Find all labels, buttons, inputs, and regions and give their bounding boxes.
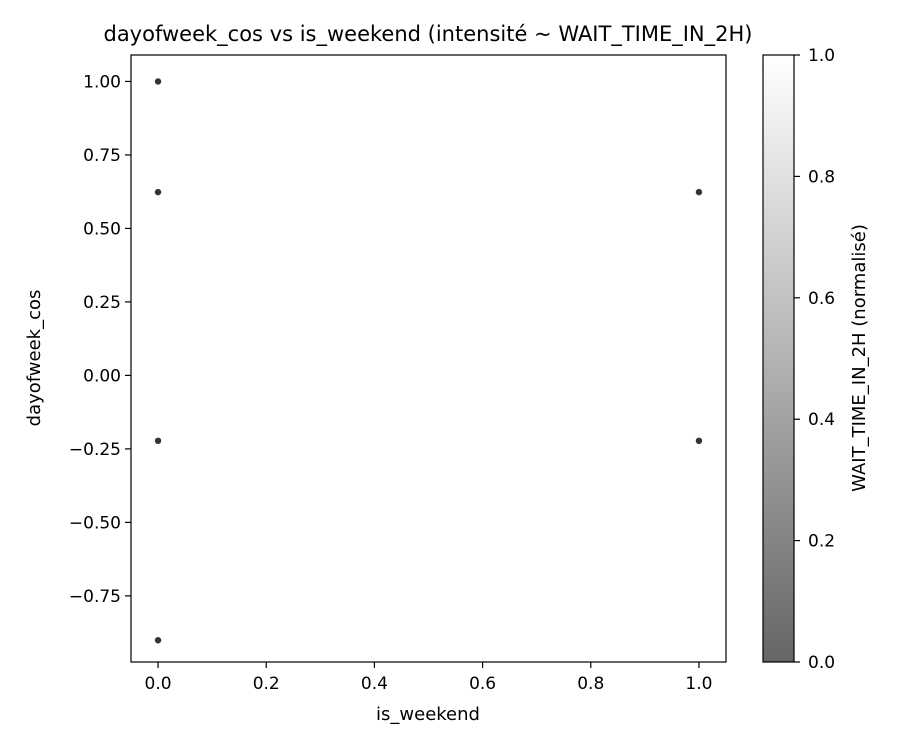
- scatter-point: [695, 437, 703, 445]
- y-tick-label: 0.25: [83, 293, 121, 313]
- x-tick-label: 0.2: [253, 674, 280, 694]
- scatter-point: [154, 188, 162, 196]
- colorbar-tick-label: 0.0: [808, 653, 835, 673]
- colorbar-label: WAIT_TIME_IN_2H (normalisé): [849, 224, 870, 492]
- y-tick-label: 0.75: [83, 146, 121, 166]
- colorbar-tick-label: 1.0: [808, 46, 835, 66]
- colorbar-axis: 0.0 0.2 0.4 0.6 0.8 1.0: [794, 46, 835, 673]
- x-axis-label: is_weekend: [376, 704, 480, 725]
- colorbar-tick-label: 0.8: [808, 167, 835, 187]
- colorbar: [762, 54, 795, 663]
- colorbar-tick-label: 0.4: [808, 410, 835, 430]
- x-tick-label: 0.6: [469, 674, 496, 694]
- chart-title: dayofweek_cos vs is_weekend (intensité ~…: [103, 22, 752, 47]
- x-tick-label: 0.8: [577, 674, 604, 694]
- y-axis: 1.00 0.75 0.50 0.25 0.00 −0.25 −0.50 −0.75: [69, 72, 131, 607]
- scatter-points: [154, 78, 703, 644]
- colorbar-tick-label: 0.2: [808, 532, 835, 552]
- x-axis: 0.0 0.2 0.4 0.6 0.8 1.0: [145, 662, 712, 694]
- y-axis-label: dayofweek_cos: [24, 290, 45, 427]
- x-tick-label: 1.0: [685, 674, 712, 694]
- y-tick-label: 0.50: [83, 219, 121, 239]
- x-tick-label: 0.4: [361, 674, 388, 694]
- y-tick-label: −0.25: [69, 440, 121, 460]
- scatter-point: [154, 78, 162, 85]
- y-tick-label: 0.00: [83, 366, 121, 386]
- scatter-point: [695, 188, 703, 196]
- y-tick-label: −0.75: [69, 587, 121, 607]
- scatter-point: [154, 637, 162, 644]
- y-tick-label: 1.00: [83, 72, 121, 92]
- x-tick-label: 0.0: [145, 674, 172, 694]
- colorbar-tick-label: 0.6: [808, 289, 835, 309]
- scatter-point: [154, 437, 162, 445]
- y-tick-label: −0.50: [69, 513, 121, 533]
- plot-area-frame: [130, 54, 727, 663]
